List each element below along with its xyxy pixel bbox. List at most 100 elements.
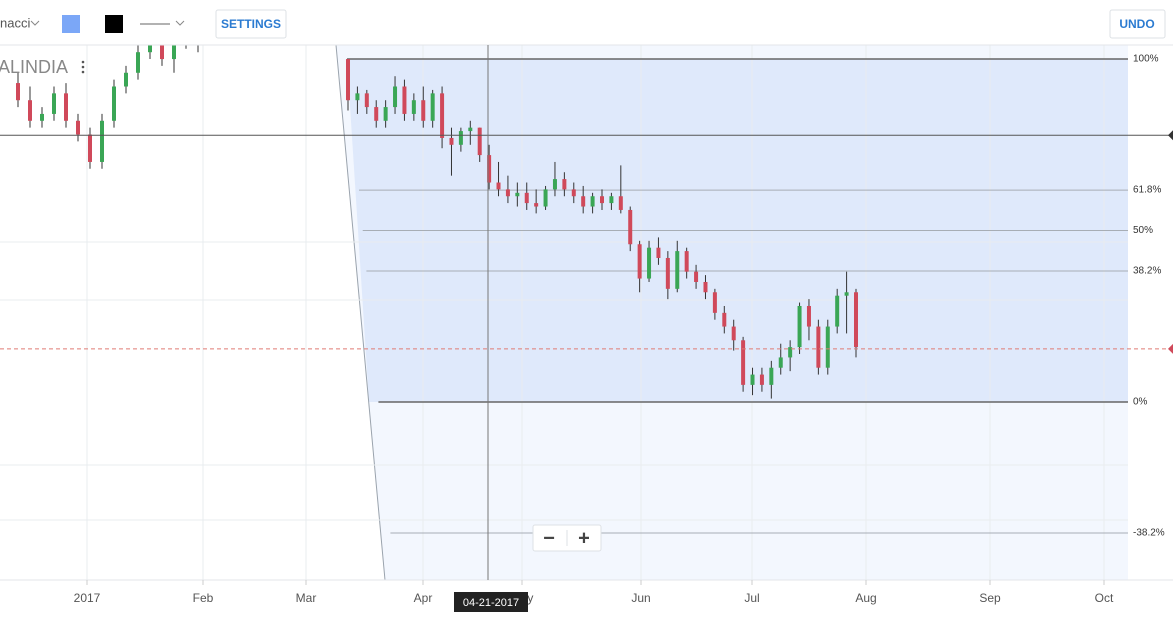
candle-body	[136, 52, 140, 73]
candle-body	[665, 257, 670, 289]
candle-body	[835, 295, 840, 327]
candle-body	[675, 251, 680, 289]
plot-area	[0, 45, 1128, 580]
candle-body	[458, 131, 463, 145]
candle-body	[637, 244, 642, 279]
fib-level-label: -38.2%	[1133, 528, 1165, 539]
x-tick-label: Oct	[1095, 591, 1114, 605]
candle-body	[393, 86, 398, 108]
candle-body	[562, 179, 567, 190]
fib-level-label: 61.8%	[1133, 185, 1161, 196]
candle-body	[160, 45, 164, 60]
candle-body	[543, 189, 548, 207]
x-tick-label: Apr	[414, 591, 433, 605]
x-tick-label: Aug	[855, 591, 876, 605]
candle-body	[750, 374, 755, 385]
fib-level-label: 100%	[1133, 54, 1159, 65]
x-tick-label: Jul	[744, 591, 759, 605]
settings-label[interactable]: SETTINGS	[221, 17, 281, 31]
candle-body	[524, 192, 529, 204]
settings-button[interactable]	[215, 9, 287, 39]
fib-level-label: 0%	[1133, 397, 1148, 408]
candle-body	[40, 113, 44, 121]
candle-body	[759, 374, 764, 385]
candle-body	[581, 196, 586, 207]
crosshair-date: 04-21-2017	[463, 597, 519, 609]
candle-body	[797, 305, 802, 348]
candle-body	[411, 100, 416, 114]
fib-level-label: 50%	[1133, 225, 1153, 236]
symbol: ALINDIA	[0, 57, 68, 77]
fib-level-label: 38.2%	[1133, 266, 1161, 277]
candle-body	[28, 100, 32, 121]
toolbar-bg	[0, 0, 1173, 45]
candle-body	[854, 292, 858, 348]
candle-body	[402, 86, 407, 114]
candle-body	[816, 326, 821, 368]
candle-body	[64, 93, 68, 121]
candle-body	[88, 134, 92, 162]
x-tick-label: Feb	[193, 591, 214, 605]
chevron	[175, 20, 185, 26]
candle-body	[684, 251, 689, 272]
candle-body	[440, 93, 445, 138]
candle-body	[571, 189, 576, 197]
candle-body	[731, 326, 736, 341]
undo-label[interactable]: UNDO	[1119, 17, 1154, 31]
last-price-marker	[1168, 343, 1173, 354]
menu-dots[interactable]	[81, 60, 85, 74]
x-tick-label: Sep	[979, 591, 1001, 605]
candle-body	[172, 45, 176, 60]
fill-color[interactable]	[62, 15, 80, 33]
candle-body	[449, 137, 454, 145]
candle-body	[788, 347, 793, 358]
candle-body	[364, 93, 369, 108]
candle-body	[515, 192, 520, 197]
candle-body	[468, 127, 473, 132]
candle-body	[712, 292, 717, 313]
candle-body	[552, 179, 557, 190]
candle-body	[600, 196, 604, 204]
candle-body	[52, 93, 56, 114]
candle-body	[505, 189, 510, 197]
crosshair-marker	[1168, 130, 1173, 141]
line-color[interactable]	[105, 15, 123, 33]
candle-body	[825, 326, 830, 368]
candle-body	[487, 155, 492, 183]
x-tick-label: 2017	[74, 591, 101, 605]
candle-body	[16, 83, 20, 101]
fib-trend-line	[335, 45, 386, 580]
candle-body	[769, 367, 774, 385]
candle-body	[703, 281, 708, 293]
candle-body	[694, 271, 699, 282]
undo-button[interactable]	[1109, 9, 1166, 39]
candle-body	[647, 247, 652, 279]
candle-body	[148, 45, 152, 53]
candle-body	[421, 100, 426, 121]
candle-body	[76, 120, 80, 135]
candle-body	[374, 107, 379, 121]
candle-body	[124, 72, 128, 87]
candle-body	[534, 203, 539, 207]
candle-body	[618, 196, 623, 210]
candle-body	[741, 340, 746, 385]
candle-body	[656, 247, 661, 258]
candle-body	[590, 196, 595, 207]
candle-body	[722, 312, 727, 327]
candle-body	[346, 59, 350, 101]
candle-body	[806, 305, 811, 327]
candle-body	[844, 292, 849, 296]
candle-body	[383, 107, 388, 121]
candle-body	[609, 196, 614, 204]
zoom-out[interactable]: −	[543, 527, 555, 549]
tool-name[interactable]: nacci	[0, 15, 30, 30]
chevron	[30, 20, 40, 26]
zoom-control: − +	[532, 524, 602, 552]
zoom-in[interactable]: +	[578, 527, 590, 549]
candle-body	[628, 209, 633, 245]
candle-body	[477, 127, 482, 156]
candle-body	[112, 86, 116, 121]
x-tick-label: Jun	[631, 591, 650, 605]
